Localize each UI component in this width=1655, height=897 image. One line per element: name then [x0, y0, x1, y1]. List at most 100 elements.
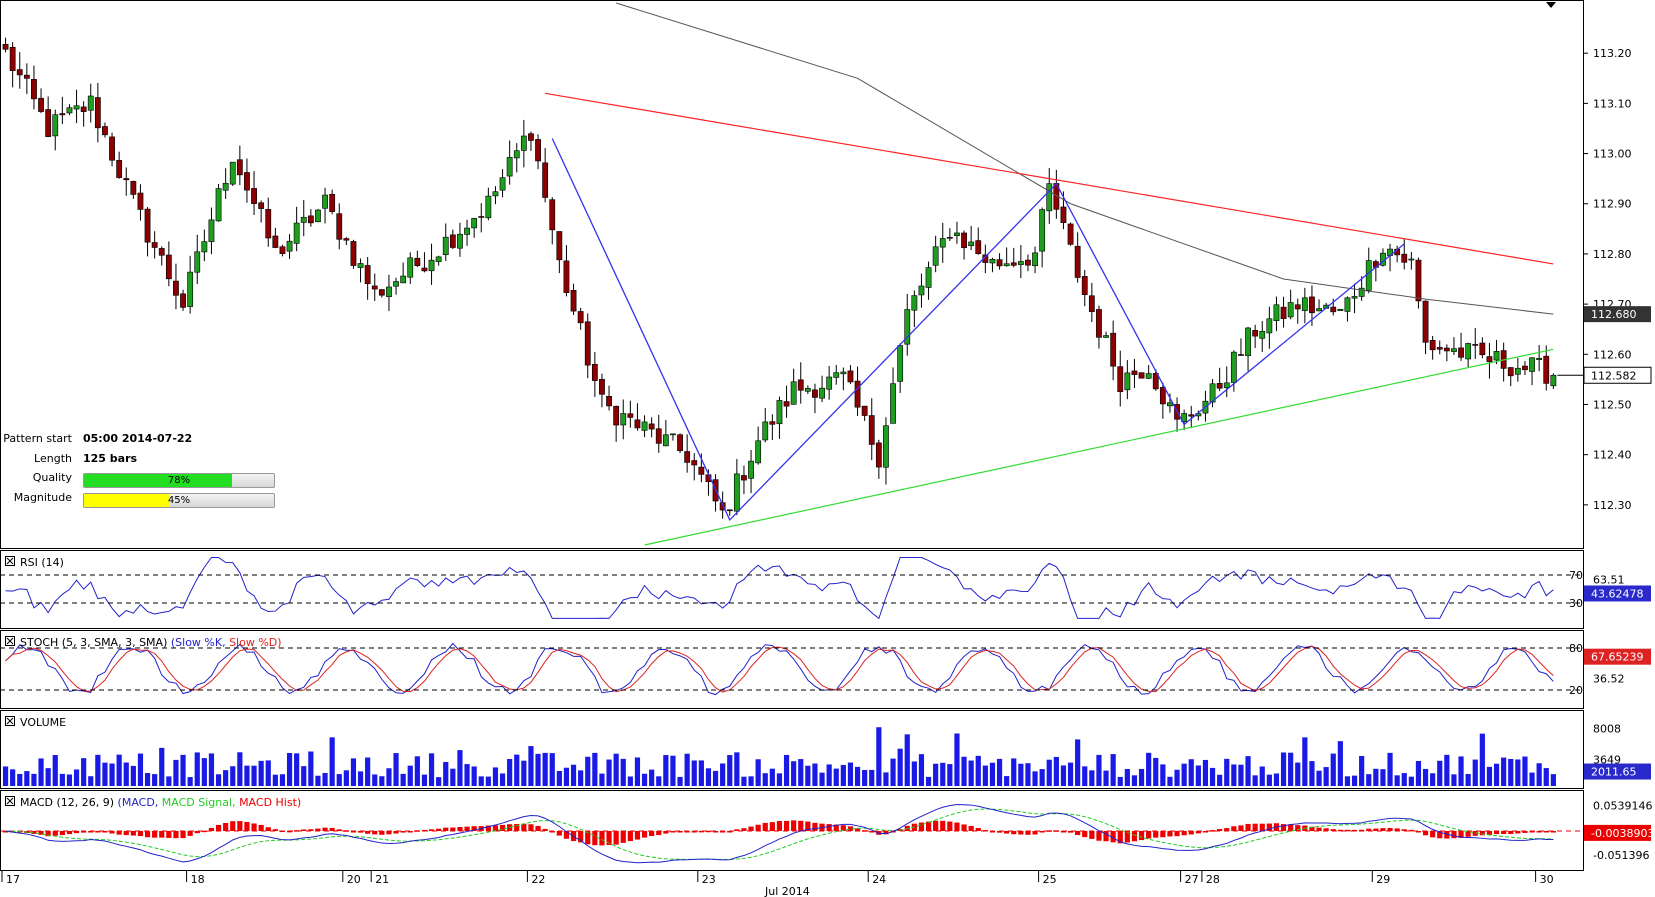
macd-hist-bar — [521, 823, 527, 831]
volume-bar — [1138, 768, 1145, 786]
volume-bar — [826, 764, 832, 786]
candle-body — [826, 376, 833, 390]
candle-body — [1032, 252, 1038, 267]
macd-hist-bar — [1209, 830, 1216, 832]
macd-hist-bar — [1394, 828, 1400, 831]
volume-bar — [805, 765, 811, 786]
day-label: 24 — [872, 873, 886, 886]
macd-hist-bar — [1323, 828, 1329, 831]
volume-bar — [450, 768, 456, 786]
volume-bar — [613, 753, 619, 786]
candle-body — [556, 231, 563, 261]
volume-bar — [265, 760, 271, 786]
rsi-value-label-box — [1584, 585, 1651, 602]
last-price-label: 112.582 — [1591, 369, 1637, 382]
price-tick-label: 113.10 — [1593, 97, 1632, 110]
volume-bar — [897, 748, 903, 786]
volume-bar — [1060, 765, 1067, 786]
volume-bar — [925, 776, 932, 786]
volume-bar — [1245, 756, 1251, 786]
macd-hist-bar — [2, 831, 9, 833]
macd-hist-bar — [847, 826, 854, 831]
collapse-x-icon — [6, 557, 14, 565]
volume-bar — [904, 734, 910, 786]
candle-body — [1301, 297, 1308, 311]
volume-bar — [1387, 752, 1393, 786]
candle-body — [116, 160, 123, 178]
volume-bar — [350, 758, 357, 786]
volume-bar — [187, 777, 193, 786]
candle-body — [102, 126, 108, 136]
candle-body — [549, 199, 556, 231]
volume-bar — [10, 769, 16, 786]
macd-hist-bar — [755, 824, 761, 831]
magnitude-bar-fill — [84, 493, 170, 507]
candle-body — [442, 236, 449, 256]
candle-body — [173, 280, 179, 296]
volume-bar — [1323, 767, 1329, 786]
macd-hist-bar — [670, 831, 676, 833]
macd-hist-bar — [471, 826, 477, 831]
macd-title: MACD (12, 26, 9) (MACD, MACD Signal, MAC… — [20, 796, 301, 809]
macd-hist-bar — [386, 831, 392, 835]
macd-hist-bar — [1245, 823, 1251, 831]
macd-hist-bar — [1401, 829, 1407, 831]
candle-body — [620, 413, 627, 426]
volume-bar — [1380, 769, 1386, 786]
volume-bar — [1351, 775, 1358, 786]
candle-body — [1415, 259, 1422, 302]
volume-bar — [684, 753, 690, 786]
macd-hist-bar — [1004, 831, 1010, 834]
volume-bar — [1004, 776, 1010, 786]
collapse-x-icon — [6, 637, 14, 645]
macd-hist-bar — [1422, 831, 1429, 836]
candle-body — [932, 246, 939, 266]
volume-bar — [102, 762, 108, 786]
volume-axis-label: 3649 — [1593, 754, 1621, 767]
candle-body — [1309, 296, 1315, 314]
volume-bar — [173, 759, 179, 786]
macd-hist-bar — [1479, 831, 1485, 836]
macd-hist-bar — [45, 831, 51, 837]
price-tick-label: 112.30 — [1593, 499, 1632, 512]
volume-bar — [1295, 762, 1301, 786]
candle-body — [591, 363, 598, 381]
macd-hist-bar — [95, 831, 101, 833]
candle-body — [670, 433, 676, 436]
day-label: 20 — [347, 873, 361, 886]
day-label: 17 — [6, 873, 20, 886]
candle-body — [1550, 374, 1557, 387]
candle-body — [1344, 297, 1351, 312]
volume-bar — [1479, 733, 1485, 786]
macd-signal-line — [5, 808, 1554, 860]
volume-bar — [159, 747, 165, 786]
candle-body — [733, 473, 740, 512]
price-tick-label: 112.90 — [1593, 198, 1632, 211]
pattern-start-value: 05:00 2014-07-22 — [83, 432, 193, 445]
macd-hist-bar — [634, 831, 641, 840]
candle-body — [719, 502, 726, 511]
macd-hist-bar — [1408, 829, 1414, 832]
macd-hist-bar — [712, 831, 719, 833]
candle-body — [1181, 413, 1188, 422]
candle-body — [1287, 302, 1294, 318]
candle-body — [1543, 355, 1550, 384]
candle-body — [322, 194, 328, 209]
volume-bar — [528, 746, 534, 786]
length-label: Length — [34, 451, 72, 465]
macd-hist-bar — [663, 831, 669, 834]
volume-bar — [223, 770, 229, 786]
macd-hist-bar — [869, 831, 875, 833]
candle-body — [1273, 304, 1280, 322]
candle-body — [1451, 348, 1457, 352]
candle-body — [272, 235, 279, 248]
candle-body — [563, 260, 570, 293]
stoch-value-label: 67.65239 — [1591, 651, 1644, 664]
candle-body — [528, 133, 534, 141]
volume-bar — [1501, 757, 1507, 786]
volume-bar — [741, 776, 747, 786]
volume-bar — [379, 776, 385, 786]
volume-bar — [492, 767, 499, 786]
volume-bar — [968, 760, 974, 786]
